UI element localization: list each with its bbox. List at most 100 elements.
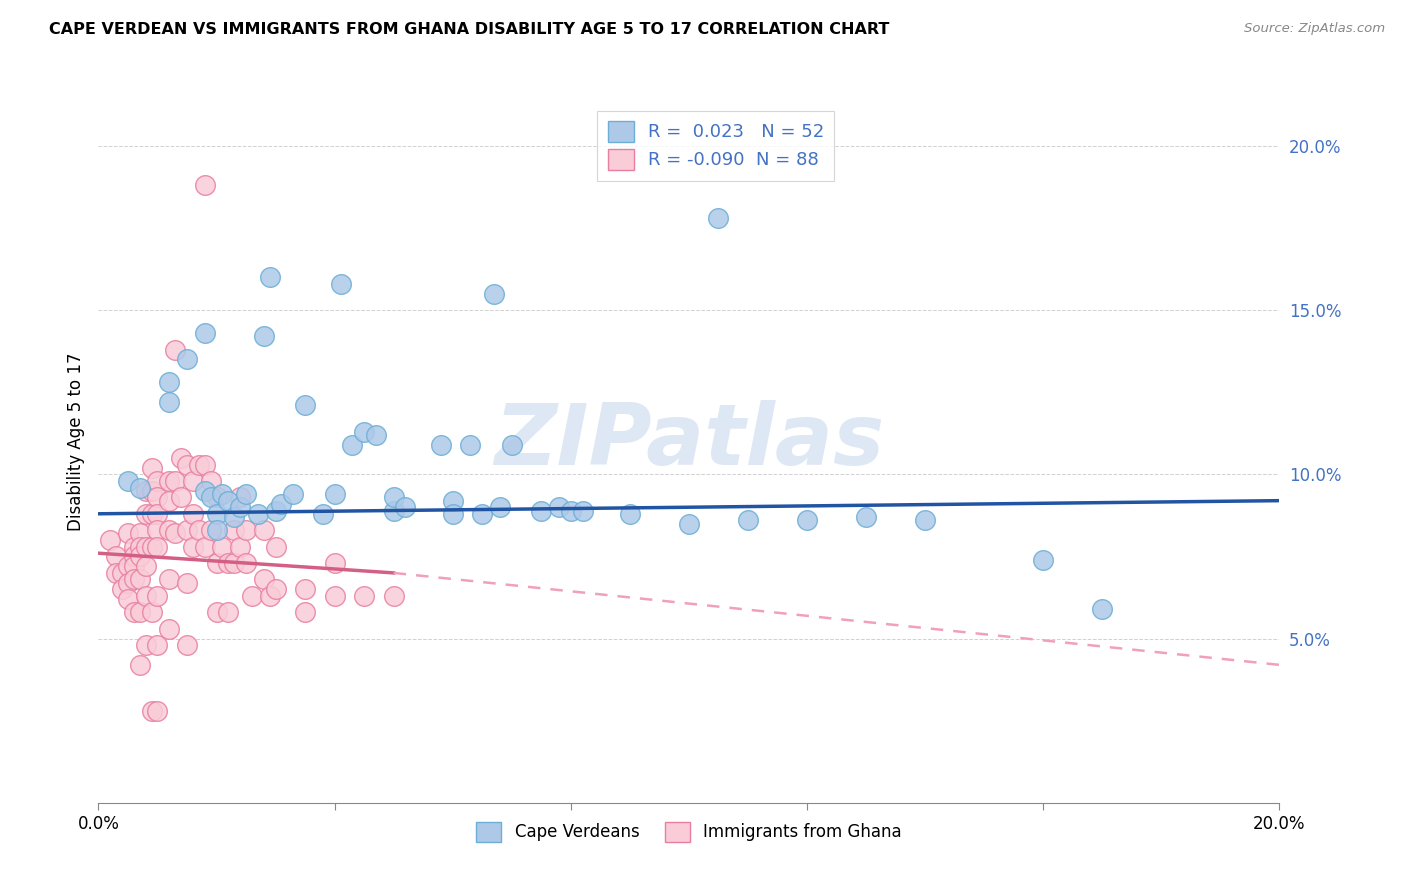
Point — [135, 483, 157, 498]
Point — [98, 533, 121, 547]
Point — [111, 582, 134, 597]
Point — [323, 487, 346, 501]
Point — [141, 460, 163, 475]
Point — [270, 497, 292, 511]
Point — [194, 178, 217, 193]
Point — [353, 589, 375, 603]
Point — [796, 513, 818, 527]
Point — [364, 428, 387, 442]
Point — [205, 491, 228, 505]
Point — [1032, 553, 1054, 567]
Point — [187, 523, 209, 537]
Point — [128, 526, 150, 541]
Point — [294, 582, 316, 597]
Point — [157, 573, 180, 587]
Point — [181, 540, 204, 554]
Point — [224, 556, 246, 570]
Point — [141, 540, 163, 554]
Point — [264, 503, 287, 517]
Point — [128, 540, 150, 554]
Point — [157, 523, 180, 537]
Point — [294, 398, 316, 412]
Point — [128, 549, 150, 564]
Point — [176, 575, 198, 590]
Point — [117, 526, 139, 541]
Point — [122, 540, 145, 554]
Point — [560, 503, 582, 517]
Point — [323, 556, 346, 570]
Text: CAPE VERDEAN VS IMMIGRANTS FROM GHANA DISABILITY AGE 5 TO 17 CORRELATION CHART: CAPE VERDEAN VS IMMIGRANTS FROM GHANA DI… — [49, 22, 890, 37]
Point — [165, 526, 187, 541]
Point — [253, 573, 276, 587]
Point — [323, 589, 346, 603]
Legend: Cape Verdeans, Immigrants from Ghana: Cape Verdeans, Immigrants from Ghana — [470, 815, 908, 848]
Point — [146, 704, 169, 718]
Point — [224, 510, 246, 524]
Point — [264, 540, 287, 554]
Point — [141, 483, 163, 498]
Point — [135, 559, 157, 574]
Point — [122, 605, 145, 619]
Point — [678, 516, 700, 531]
Point — [181, 507, 204, 521]
Point — [246, 507, 269, 521]
Point — [146, 491, 169, 505]
Point — [135, 540, 157, 554]
Point — [482, 286, 505, 301]
Point — [441, 493, 464, 508]
Point — [176, 458, 198, 472]
Text: ZIPatlas: ZIPatlas — [494, 400, 884, 483]
Point — [170, 450, 193, 465]
Point — [235, 487, 257, 501]
Point — [187, 458, 209, 472]
Point — [135, 638, 157, 652]
Point — [194, 483, 217, 498]
Point — [105, 549, 128, 564]
Point — [441, 507, 464, 521]
Point — [394, 500, 416, 515]
Point — [382, 491, 405, 505]
Point — [353, 425, 375, 439]
Point — [128, 481, 150, 495]
Point — [530, 503, 553, 517]
Y-axis label: Disability Age 5 to 17: Disability Age 5 to 17 — [66, 352, 84, 531]
Point — [194, 326, 217, 340]
Point — [707, 211, 730, 226]
Point — [571, 503, 593, 517]
Point — [217, 493, 239, 508]
Point — [128, 573, 150, 587]
Point — [117, 559, 139, 574]
Point — [342, 438, 364, 452]
Point — [253, 523, 276, 537]
Point — [471, 507, 494, 521]
Point — [194, 458, 217, 472]
Point — [240, 589, 263, 603]
Point — [122, 573, 145, 587]
Point — [229, 491, 252, 505]
Point — [122, 549, 145, 564]
Point — [737, 513, 759, 527]
Point — [264, 582, 287, 597]
Point — [619, 507, 641, 521]
Point — [501, 438, 523, 452]
Point — [105, 566, 128, 580]
Point — [253, 329, 276, 343]
Point — [157, 493, 180, 508]
Point — [205, 507, 228, 521]
Point — [181, 474, 204, 488]
Point — [176, 352, 198, 367]
Point — [312, 507, 335, 521]
Point — [117, 575, 139, 590]
Text: Source: ZipAtlas.com: Source: ZipAtlas.com — [1244, 22, 1385, 36]
Point — [382, 589, 405, 603]
Point — [200, 523, 222, 537]
Point — [229, 500, 252, 515]
Point — [329, 277, 352, 291]
Point — [141, 704, 163, 718]
Point — [157, 395, 180, 409]
Point — [141, 507, 163, 521]
Point — [157, 474, 180, 488]
Point — [211, 487, 233, 501]
Point — [146, 540, 169, 554]
Point — [382, 503, 405, 517]
